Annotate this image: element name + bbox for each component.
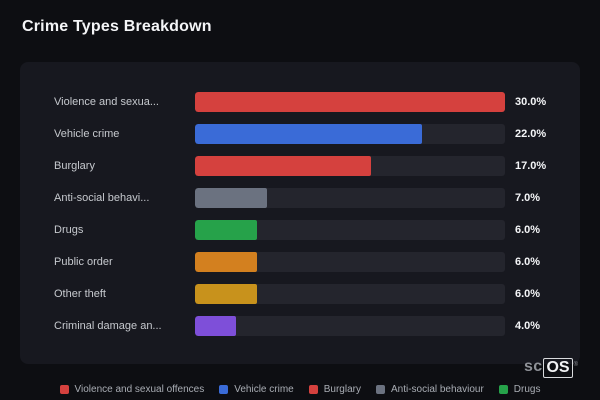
bar[interactable] [195, 316, 237, 336]
chart-row: Other theft 6.0% [20, 278, 580, 310]
row-label: Vehicle crime [54, 128, 120, 140]
legend-label: Anti-social behaviour [390, 384, 484, 395]
legend-label: Burglary [323, 384, 361, 395]
bar-track [195, 316, 505, 336]
bar[interactable] [195, 252, 257, 272]
row-value: 17.0% [515, 160, 547, 172]
bar[interactable] [195, 124, 423, 144]
row-label: Criminal damage an... [54, 320, 162, 332]
chart-legend: Violence and sexual offences Vehicle cri… [0, 384, 600, 395]
chart-rows: Violence and sexua... 30.0% Vehicle crim… [20, 86, 580, 342]
row-value: 4.0% [515, 320, 541, 332]
chart-row: Vehicle crime 22.0% [20, 118, 580, 150]
row-label: Violence and sexua... [54, 96, 159, 108]
row-label: Public order [54, 256, 113, 268]
row-value: 6.0% [515, 288, 541, 300]
bar[interactable] [195, 284, 257, 304]
legend-item[interactable]: Burglary [308, 384, 361, 395]
bar[interactable] [195, 220, 257, 240]
legend-swatch-icon [375, 385, 385, 394]
bar-track [195, 92, 505, 112]
row-label: Drugs [54, 224, 84, 236]
chart-card: Violence and sexua... 30.0% Vehicle crim… [20, 62, 580, 364]
bar-track [195, 156, 505, 176]
row-value: 30.0% [515, 96, 547, 108]
chart-row: Criminal damage an... 4.0% [20, 310, 580, 342]
scos-logo-prefix: sc [524, 358, 543, 375]
legend-item[interactable]: Anti-social behaviour [375, 384, 484, 395]
bar-track [195, 220, 505, 240]
legend-swatch-icon [308, 385, 318, 394]
bar[interactable] [195, 156, 371, 176]
legend-label: Violence and sexual offences [74, 384, 205, 395]
legend-swatch-icon [498, 385, 508, 394]
chart-row: Anti-social behavi... 7.0% [20, 182, 580, 214]
chart-row: Public order 6.0% [20, 246, 580, 278]
row-value: 22.0% [515, 128, 547, 140]
row-label: Anti-social behavi... [54, 192, 150, 204]
scos-logo: sc OS ® [524, 358, 578, 378]
registered-trademark-icon: ® [573, 362, 578, 368]
row-value: 6.0% [515, 256, 541, 268]
row-value: 6.0% [515, 224, 541, 236]
legend-swatch-icon [59, 385, 69, 394]
bar-track [195, 252, 505, 272]
bar-track [195, 124, 505, 144]
chart-row: Violence and sexua... 30.0% [20, 86, 580, 118]
row-label: Burglary [54, 160, 95, 172]
page-title: Crime Types Breakdown [22, 18, 212, 35]
legend-item[interactable]: Drugs [498, 384, 541, 395]
bar[interactable] [195, 92, 505, 112]
row-label: Other theft [54, 288, 106, 300]
row-value: 7.0% [515, 192, 541, 204]
legend-swatch-icon [219, 385, 229, 394]
bar-track [195, 284, 505, 304]
legend-item[interactable]: Violence and sexual offences [59, 384, 205, 395]
chart-row: Burglary 17.0% [20, 150, 580, 182]
chart-row: Drugs 6.0% [20, 214, 580, 246]
bar-track [195, 188, 505, 208]
bar[interactable] [195, 188, 268, 208]
legend-label: Drugs [513, 384, 541, 395]
scos-logo-suffix: OS [543, 358, 573, 378]
legend-label: Vehicle crime [234, 384, 294, 395]
legend-item[interactable]: Vehicle crime [219, 384, 294, 395]
